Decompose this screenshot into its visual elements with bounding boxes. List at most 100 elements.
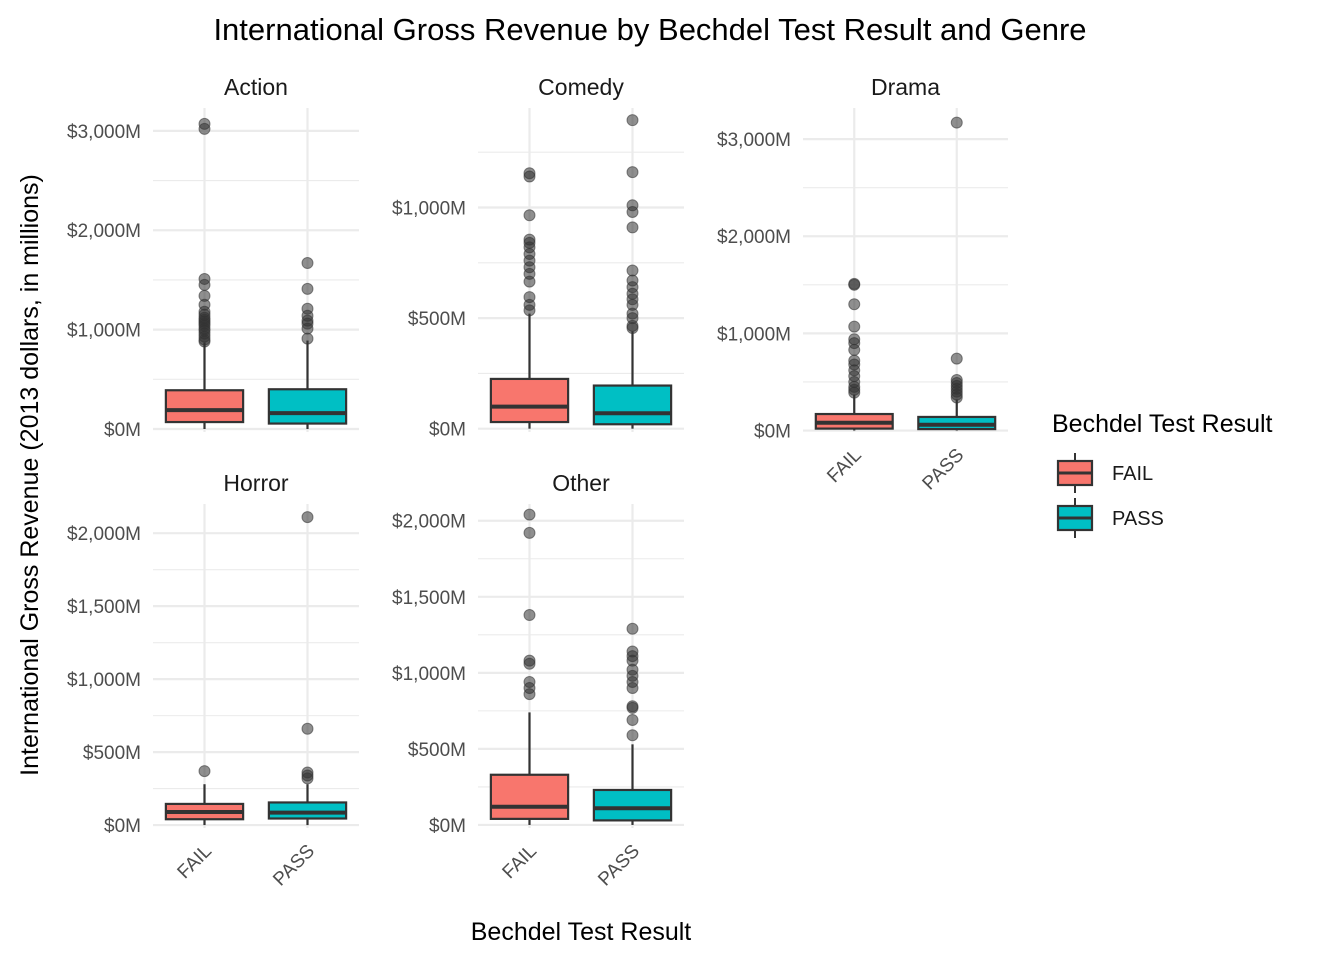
legend-key-fail: FAIL xyxy=(1056,453,1153,493)
y-axis-title: International Gross Revenue (2013 dollar… xyxy=(16,174,44,776)
panel-comedy: $0M $500M $1,000M Comedy xyxy=(392,74,684,441)
box-iqr xyxy=(489,773,570,820)
strip-label: Drama xyxy=(871,74,940,100)
box-iqr xyxy=(267,388,348,425)
panel-horror: $0M $500M $1,000M $1,500M $2,000M Horror FAIL P… xyxy=(67,470,359,890)
x-tick-label: PASS xyxy=(919,445,969,495)
outlier-point xyxy=(626,622,639,635)
outlier-point xyxy=(848,333,861,346)
box-action-pass xyxy=(267,257,348,430)
y-tick-label: $1,000M xyxy=(392,664,466,685)
box-horror-fail xyxy=(164,765,245,826)
legend-title: Bechdel Test Result xyxy=(1052,410,1273,438)
panel-other: $0M $500M $1,000M $1,500M $2,000M Other FAIL PA… xyxy=(392,470,684,890)
box-action-fail xyxy=(164,117,245,430)
y-tick-label: $0M xyxy=(104,420,141,441)
outlier-point xyxy=(626,264,639,277)
strip-label: Other xyxy=(552,470,610,496)
box-iqr xyxy=(267,801,348,820)
y-tick-label: $500M xyxy=(408,309,466,330)
outlier-point xyxy=(301,302,314,315)
box-comedy-fail xyxy=(489,167,570,429)
outlier-point xyxy=(301,282,314,295)
chart-title: International Gross Revenue by Bechdel T… xyxy=(213,12,1086,47)
outlier-point xyxy=(198,117,211,130)
outlier-point xyxy=(626,729,639,742)
outlier-point xyxy=(848,298,861,311)
legend-key-pass: PASS xyxy=(1056,498,1164,538)
box-drama-pass xyxy=(917,116,997,431)
facet-panels: $0M $1,000M $2,000M $3,000M Action $0M $500M $1… xyxy=(67,74,1008,890)
outlier-point xyxy=(523,654,536,667)
y-tick-label: $1,000M xyxy=(717,324,791,345)
outlier-point xyxy=(301,257,314,270)
box-other-fail xyxy=(489,508,570,825)
legend-label: FAIL xyxy=(1112,463,1153,485)
outlier-point xyxy=(950,116,963,129)
x-tick-label: FAIL xyxy=(499,841,541,883)
y-tick-label: $2,000M xyxy=(67,524,141,545)
y-tick-label: $3,000M xyxy=(717,130,791,151)
x-tick-label: PASS xyxy=(594,841,644,891)
box-iqr xyxy=(164,389,245,424)
outlier-point xyxy=(523,675,536,688)
y-tick-label: $3,000M xyxy=(67,122,141,143)
outlier-point xyxy=(523,233,536,246)
y-tick-label: $1,000M xyxy=(392,199,466,220)
box-other-pass xyxy=(592,622,673,825)
y-tick-label: $0M xyxy=(429,420,466,441)
outlier-point xyxy=(626,714,639,726)
y-tick-label: $500M xyxy=(408,740,466,761)
strip-label: Action xyxy=(224,74,288,100)
outlier-point xyxy=(523,291,536,304)
outlier-point xyxy=(198,765,211,778)
box-iqr xyxy=(489,377,570,424)
outlier-point xyxy=(950,352,963,365)
outlier-point xyxy=(301,511,314,524)
x-tick-label: PASS xyxy=(269,841,319,891)
outlier-point xyxy=(626,274,639,287)
x-tick-label: FAIL xyxy=(174,841,216,883)
x-tick-label: FAIL xyxy=(823,445,865,487)
outlier-point xyxy=(301,722,314,735)
outlier-point xyxy=(626,166,639,179)
outlier-point xyxy=(626,700,639,713)
outlier-point xyxy=(301,332,314,345)
legend: Bechdel Test Result FAIL PASS xyxy=(1052,410,1273,538)
outlier-point xyxy=(626,114,639,127)
outlier-point xyxy=(523,209,536,222)
y-tick-label: $500M xyxy=(83,743,141,764)
x-axis-title: Bechdel Test Result xyxy=(471,918,692,946)
outlier-point xyxy=(198,289,211,302)
outlier-point xyxy=(626,645,639,658)
box-iqr xyxy=(592,384,673,426)
outlier-point xyxy=(523,508,536,521)
outlier-point xyxy=(626,199,639,212)
outlier-point xyxy=(523,609,536,622)
y-tick-label: $2,000M xyxy=(67,221,141,242)
y-tick-label: $1,500M xyxy=(392,588,466,609)
outlier-point xyxy=(301,766,314,779)
y-tick-label: $1,000M xyxy=(67,321,141,342)
y-tick-label: $0M xyxy=(754,422,791,443)
y-tick-label: $1,500M xyxy=(67,597,141,618)
strip-label: Comedy xyxy=(538,74,624,100)
outlier-point xyxy=(848,354,861,367)
y-tick-label: $0M xyxy=(104,816,141,837)
y-tick-label: $2,000M xyxy=(717,227,791,248)
box-iqr xyxy=(592,788,673,822)
y-tick-label: $1,000M xyxy=(67,670,141,691)
outlier-point xyxy=(848,320,861,333)
outlier-point xyxy=(950,374,963,387)
outlier-point xyxy=(523,526,536,539)
outlier-point xyxy=(523,167,536,180)
box-drama-fail xyxy=(814,277,894,431)
legend-label: PASS xyxy=(1112,508,1164,530)
y-tick-label: $2,000M xyxy=(392,512,466,533)
outlier-point xyxy=(848,277,861,290)
strip-label: Horror xyxy=(223,470,289,496)
y-tick-label: $0M xyxy=(429,816,466,837)
box-horror-pass xyxy=(267,511,348,826)
panel-drama: $0M $1,000M $2,000M $3,000M Drama FAIL PASS xyxy=(717,74,1008,494)
